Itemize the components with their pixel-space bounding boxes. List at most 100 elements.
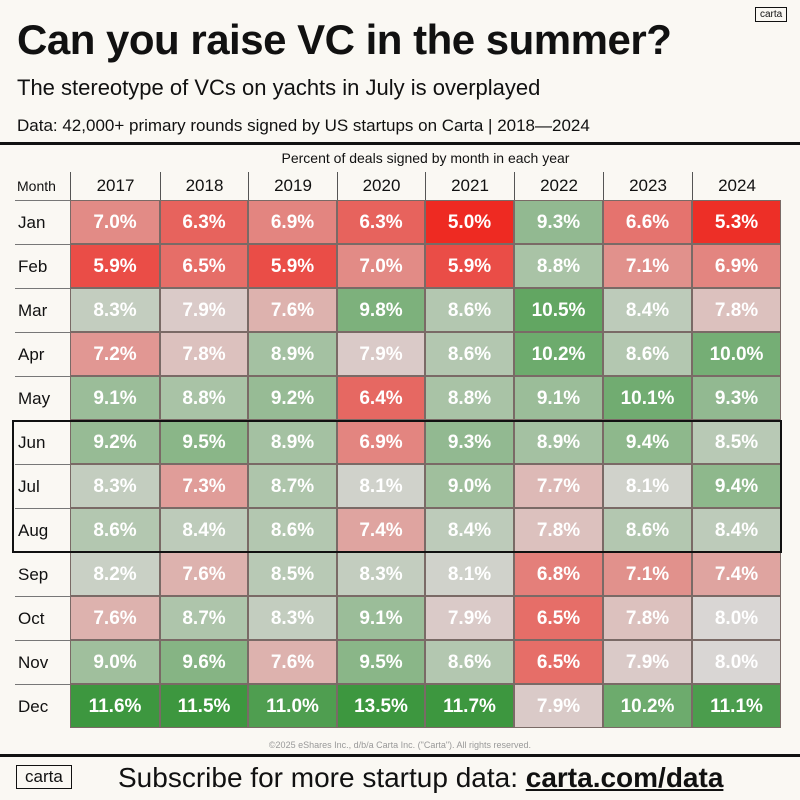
row-label: Sep xyxy=(15,552,70,596)
heatmap-cell: 7.6% xyxy=(248,288,337,332)
heatmap-cell: 8.9% xyxy=(248,420,337,464)
heatmap-cell: 6.5% xyxy=(514,640,603,684)
heatmap-cell: 7.8% xyxy=(603,596,692,640)
heatmap-cell: 8.2% xyxy=(70,552,160,596)
heatmap-cell: 10.1% xyxy=(603,376,692,420)
row-header: Month xyxy=(17,178,56,194)
row-label: Jul xyxy=(15,464,70,508)
heatmap-cell: 8.6% xyxy=(425,288,514,332)
heatmap-cell: 9.5% xyxy=(160,420,248,464)
heatmap-cell: 8.6% xyxy=(603,332,692,376)
heatmap-cell: 7.1% xyxy=(603,552,692,596)
heatmap-cell: 8.4% xyxy=(603,288,692,332)
heatmap-cell: 6.8% xyxy=(514,552,603,596)
copyright: ©2025 eShares Inc., d/b/a Carta Inc. ("C… xyxy=(268,740,532,750)
heatmap-cell: 7.0% xyxy=(337,244,425,288)
column-header: 2023 xyxy=(603,172,692,200)
heatmap-cell: 8.6% xyxy=(70,508,160,552)
row-label: Oct xyxy=(15,596,70,640)
heatmap-cell: 6.4% xyxy=(337,376,425,420)
heatmap-cell: 9.3% xyxy=(425,420,514,464)
heatmap-cell: 9.1% xyxy=(514,376,603,420)
heatmap-cell: 8.8% xyxy=(160,376,248,420)
heatmap-cell: 8.6% xyxy=(248,508,337,552)
heatmap-cell: 6.9% xyxy=(692,244,781,288)
heatmap-cell: 7.6% xyxy=(160,552,248,596)
heatmap-cell: 8.0% xyxy=(692,640,781,684)
heatmap-cell: 7.9% xyxy=(425,596,514,640)
heatmap-cell: 8.8% xyxy=(514,244,603,288)
heatmap-cell: 9.6% xyxy=(160,640,248,684)
row-label: May xyxy=(15,376,70,420)
heatmap-cell: 9.3% xyxy=(692,376,781,420)
heatmap-cell: 7.6% xyxy=(70,596,160,640)
heatmap-cell: 8.3% xyxy=(337,552,425,596)
heatmap-cell: 8.7% xyxy=(160,596,248,640)
carta-data-link[interactable]: carta.com/data xyxy=(525,762,724,793)
heatmap-cell: 8.9% xyxy=(514,420,603,464)
heatmap-cell: 8.3% xyxy=(70,288,160,332)
heatmap-cell: 7.8% xyxy=(514,508,603,552)
heatmap-cell: 8.1% xyxy=(337,464,425,508)
heatmap-cell: 6.5% xyxy=(160,244,248,288)
heatmap-cell: 8.4% xyxy=(160,508,248,552)
heatmap-cell: 7.2% xyxy=(70,332,160,376)
heatmap-cell: 9.1% xyxy=(337,596,425,640)
row-label: Apr xyxy=(15,332,70,376)
heatmap-cell: 8.5% xyxy=(248,552,337,596)
heatmap-cell: 7.6% xyxy=(248,640,337,684)
row-label: Jan xyxy=(15,200,70,244)
heatmap-cell: 7.1% xyxy=(603,244,692,288)
row-label: Nov xyxy=(15,640,70,684)
heatmap-cell: 5.9% xyxy=(70,244,160,288)
heatmap-cell: 7.9% xyxy=(337,332,425,376)
page-title: Can you raise VC in the summer? xyxy=(17,16,672,63)
heatmap-cell: 7.8% xyxy=(692,288,781,332)
heatmap-cell: 7.0% xyxy=(70,200,160,244)
heatmap-cell: 9.4% xyxy=(692,464,781,508)
column-header: 2021 xyxy=(425,172,514,200)
heatmap-cell: 8.3% xyxy=(248,596,337,640)
heatmap-cell: 10.5% xyxy=(514,288,603,332)
heatmap-cell: 6.5% xyxy=(514,596,603,640)
heatmap-cell: 6.9% xyxy=(248,200,337,244)
row-label: Dec xyxy=(15,684,70,728)
heatmap-cell: 8.6% xyxy=(603,508,692,552)
row-label: Jun xyxy=(15,420,70,464)
heatmap-cell: 7.4% xyxy=(337,508,425,552)
heatmap-cell: 9.0% xyxy=(70,640,160,684)
heatmap-cell: 5.3% xyxy=(692,200,781,244)
heatmap-cell: 9.2% xyxy=(248,376,337,420)
heatmap-cell: 7.9% xyxy=(514,684,603,728)
heatmap-cell: 5.9% xyxy=(248,244,337,288)
column-header: 2022 xyxy=(514,172,603,200)
heatmap-cell: 5.9% xyxy=(425,244,514,288)
heatmap-cell: 10.0% xyxy=(692,332,781,376)
heatmap-cell: 6.3% xyxy=(337,200,425,244)
column-header: 2020 xyxy=(337,172,425,200)
chart-title: Percent of deals signed by month in each… xyxy=(281,150,570,166)
column-header: 2017 xyxy=(70,172,160,200)
divider xyxy=(0,754,800,757)
column-header: 2024 xyxy=(692,172,781,200)
heatmap-cell: 7.7% xyxy=(514,464,603,508)
heatmap-cell: 9.8% xyxy=(337,288,425,332)
carta-logo: carta xyxy=(16,765,72,789)
divider xyxy=(0,142,800,145)
heatmap-cell: 8.3% xyxy=(70,464,160,508)
cta-text: Subscribe for more startup data: xyxy=(118,762,526,793)
heatmap-cell: 7.8% xyxy=(160,332,248,376)
heatmap-cell: 11.6% xyxy=(70,684,160,728)
heatmap-cell: 8.1% xyxy=(603,464,692,508)
heatmap-cell: 11.5% xyxy=(160,684,248,728)
row-label: Aug xyxy=(15,508,70,552)
heatmap-cell: 7.9% xyxy=(603,640,692,684)
heatmap-cell: 8.1% xyxy=(425,552,514,596)
heatmap-cell: 8.0% xyxy=(692,596,781,640)
heatmap-cell: 7.9% xyxy=(160,288,248,332)
heatmap-cell: 8.7% xyxy=(248,464,337,508)
heatmap-cell: 8.5% xyxy=(692,420,781,464)
heatmap-cell: 6.6% xyxy=(603,200,692,244)
heatmap-cell: 11.7% xyxy=(425,684,514,728)
heatmap-cell: 11.1% xyxy=(692,684,781,728)
